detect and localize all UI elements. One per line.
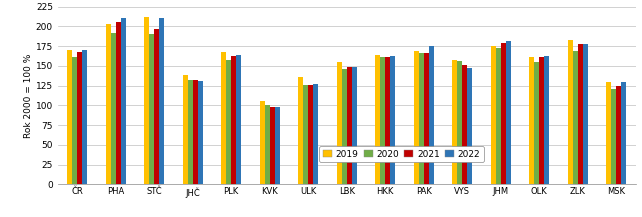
Bar	[298, 77, 303, 184]
Bar	[342, 69, 347, 184]
Bar	[578, 44, 583, 184]
Bar	[67, 50, 72, 184]
Bar	[583, 44, 588, 184]
Bar	[452, 60, 457, 184]
Bar	[375, 55, 380, 184]
Bar	[568, 40, 573, 184]
Bar	[506, 41, 511, 184]
Bar	[347, 67, 352, 184]
Bar	[198, 81, 203, 184]
Bar	[236, 55, 241, 184]
Bar	[154, 30, 159, 184]
Bar	[105, 24, 110, 184]
Bar	[121, 18, 126, 184]
Bar	[72, 57, 77, 184]
Legend: 2019, 2020, 2021, 2022: 2019, 2020, 2021, 2022	[319, 146, 484, 162]
Bar	[259, 101, 265, 184]
Bar	[501, 43, 506, 184]
Bar	[352, 67, 357, 184]
Bar	[529, 57, 534, 184]
Bar	[390, 56, 395, 184]
Bar	[621, 82, 627, 184]
Bar	[82, 50, 87, 184]
Bar	[149, 34, 154, 184]
Bar	[467, 68, 473, 184]
Bar	[419, 53, 424, 184]
Bar	[380, 57, 385, 184]
Bar	[616, 85, 621, 184]
Bar	[110, 33, 116, 184]
Bar	[303, 85, 308, 184]
Bar	[534, 62, 539, 184]
Bar	[182, 74, 187, 184]
Bar	[573, 51, 578, 184]
Bar	[457, 61, 462, 184]
Y-axis label: Rok 2000 = 100 %: Rok 2000 = 100 %	[24, 53, 33, 138]
Bar	[424, 53, 429, 184]
Bar	[77, 52, 82, 184]
Bar	[159, 18, 164, 184]
Bar	[429, 46, 434, 184]
Bar	[193, 80, 198, 184]
Bar	[611, 89, 616, 184]
Bar	[226, 60, 231, 184]
Bar	[490, 46, 496, 184]
Bar	[313, 84, 318, 184]
Bar	[275, 107, 280, 184]
Bar	[308, 85, 313, 184]
Bar	[336, 62, 342, 184]
Bar	[539, 57, 544, 184]
Bar	[385, 57, 390, 184]
Bar	[265, 105, 270, 184]
Bar	[270, 107, 275, 184]
Bar	[144, 17, 149, 184]
Bar	[221, 52, 226, 184]
Bar	[544, 56, 550, 184]
Bar	[116, 21, 121, 184]
Bar	[462, 65, 467, 184]
Bar	[606, 82, 611, 184]
Bar	[187, 80, 193, 184]
Bar	[496, 48, 501, 184]
Bar	[231, 56, 236, 184]
Bar	[413, 51, 419, 184]
